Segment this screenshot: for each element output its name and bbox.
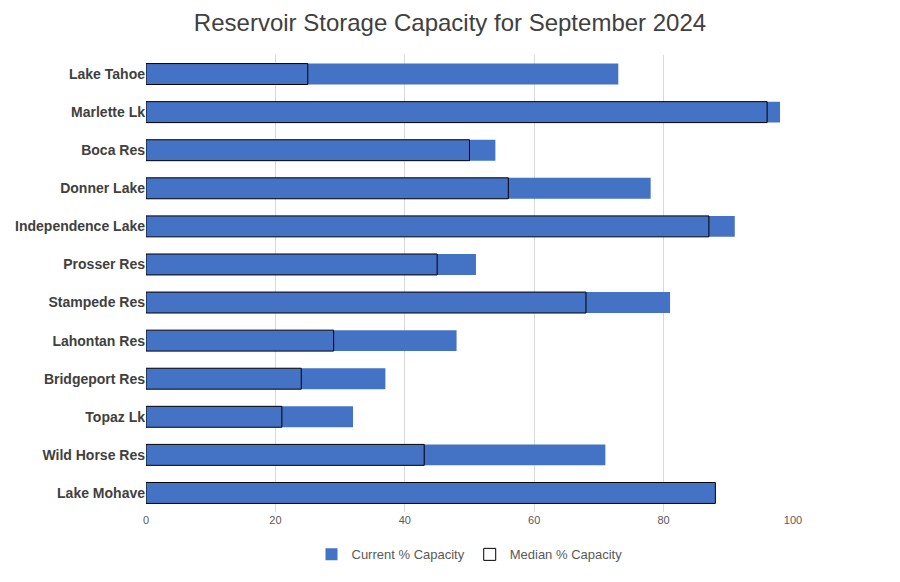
svg-text:Independence Lake: Independence Lake [15,218,145,234]
svg-text:Lake Tahoe: Lake Tahoe [69,66,145,82]
svg-text:Lake Mohave: Lake Mohave [57,485,145,501]
svg-text:20: 20 [269,514,281,526]
svg-text:Marlette Lk: Marlette Lk [71,104,145,120]
svg-text:40: 40 [399,514,411,526]
svg-text:Current % Capacity: Current % Capacity [352,547,465,562]
svg-text:Donner Lake: Donner Lake [60,180,145,196]
svg-text:80: 80 [657,514,669,526]
svg-text:60: 60 [528,514,540,526]
svg-text:Topaz Lk: Topaz Lk [85,409,145,425]
svg-text:0: 0 [143,514,149,526]
svg-text:Prosser Res: Prosser Res [63,256,145,272]
svg-text:Stampede Res: Stampede Res [49,294,146,310]
svg-text:Lahontan Res: Lahontan Res [52,333,145,349]
svg-text:Wild Horse Res: Wild Horse Res [42,447,145,463]
svg-text:Boca Res: Boca Res [81,142,145,158]
svg-text:100: 100 [784,514,802,526]
svg-text:Reservoir Storage Capacity for: Reservoir Storage Capacity for September… [194,9,706,36]
svg-text:Bridgeport Res: Bridgeport Res [44,371,145,387]
svg-text:Median % Capacity: Median % Capacity [510,547,622,562]
